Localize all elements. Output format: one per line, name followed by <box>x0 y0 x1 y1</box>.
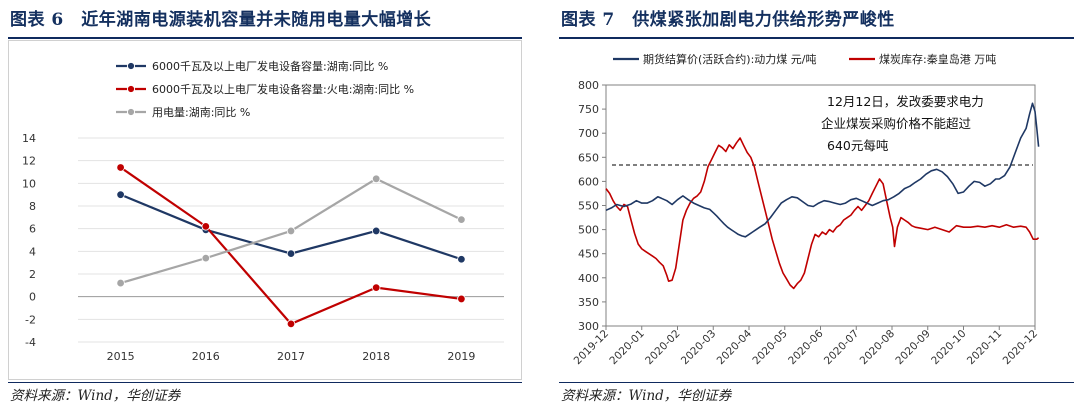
left-y-tick-label: -4 <box>25 336 36 349</box>
left-data-point <box>457 215 466 224</box>
left-line-chart: 6000千瓦及以上电厂发电设备容量:湖南:同比 % 6000千瓦及以上电厂发电设备… <box>8 40 522 380</box>
left-series-group <box>116 163 466 329</box>
right-series-line-1 <box>605 102 1040 238</box>
annotation-line-1: 12月12日，发改委要求电力 <box>827 94 984 109</box>
left-data-point <box>201 253 210 263</box>
right-legend-label-1: 期货结算价(活跃合约):动力煤 元/吨 <box>643 52 817 66</box>
left-x-tick-label: 2019 <box>447 350 475 363</box>
left-y-tick-label: -2 <box>25 313 36 326</box>
left-data-point <box>116 278 125 288</box>
right-y-tick-label: 700 <box>578 127 599 140</box>
left-data-point <box>372 283 381 292</box>
left-y-tick-label: 12 <box>22 155 36 168</box>
left-x-tick-label: 2016 <box>192 350 220 363</box>
left-data-point <box>116 163 125 172</box>
right-figure-title: 图表 7 供煤紧张加剧电力供给形势严峻性 <box>561 10 895 30</box>
left-chart-border <box>8 40 522 380</box>
right-y-tick-label: 800 <box>578 79 599 92</box>
left-data-point <box>286 319 296 329</box>
right-legend: 期货结算价(活跃合约):动力煤 元/吨 煤炭库存:秦皇岛港 万吨 <box>613 52 996 66</box>
left-data-point <box>286 226 296 236</box>
left-data-point <box>201 222 210 231</box>
legend-marker-3 <box>126 107 136 117</box>
right-x-tick-label: 2020-08 <box>858 328 898 368</box>
right-x-tick-label: 2020-05 <box>750 328 790 368</box>
right-source-rule <box>559 382 1074 383</box>
right-line-chart: 期货结算价(活跃合约):动力煤 元/吨 煤炭库存:秦皇岛港 万吨 800 750 70… <box>572 52 1041 368</box>
right-y-tick-label: 750 <box>578 103 599 116</box>
right-x-tick-label: 2020-11 <box>965 328 1005 368</box>
left-y-tick-label: 10 <box>22 177 36 190</box>
left-figure-title: 图表 6 近年湖南电源装机容量并未随用电量大幅增长 <box>10 10 432 30</box>
right-x-tick-label: 2020-09 <box>893 328 933 368</box>
left-y-tick-label: 4 <box>29 245 36 258</box>
right-x-tick-label: 2020-10 <box>929 328 969 368</box>
left-data-point <box>116 190 125 199</box>
left-data-point <box>457 255 466 264</box>
left-title-rule <box>8 37 522 39</box>
right-title-rule <box>559 37 1074 39</box>
right-y-tick-label: 550 <box>578 200 599 213</box>
legend-marker-1 <box>126 61 136 71</box>
legend-marker-2 <box>126 84 136 94</box>
annotation-line-3: 640元每吨 <box>827 138 889 153</box>
right-series-line-2 <box>605 137 1040 290</box>
right-x-tick-label: 2020-12 <box>1001 328 1041 368</box>
left-y-tick-label: 8 <box>29 200 36 213</box>
left-data-point <box>457 294 466 304</box>
right-y-tick-label: 650 <box>578 151 599 164</box>
left-data-point <box>372 226 381 236</box>
right-source-note: 资料来源：Wind，华创证券 <box>561 388 732 404</box>
right-x-tick-label: 2020-07 <box>822 328 862 368</box>
left-x-tick-label: 2015 <box>107 350 135 363</box>
left-y-tick-label: 14 <box>22 132 36 145</box>
left-legend: 6000千瓦及以上电厂发电设备容量:湖南:同比 % 6000千瓦及以上电厂发电设备… <box>116 59 414 119</box>
right-y-tick-label: 300 <box>578 320 599 333</box>
right-y-tick-label: 400 <box>578 272 599 285</box>
left-y-tick-label: 6 <box>29 223 36 236</box>
left-y-tick-label: 2 <box>29 268 36 281</box>
right-x-tick-label: 2020-04 <box>715 327 755 367</box>
annotation-line-2: 企业煤炭采购价格不能超过 <box>821 116 972 131</box>
legend-label-1: 6000千瓦及以上电厂发电设备容量:湖南:同比 % <box>152 59 388 73</box>
right-y-tick-label: 500 <box>578 224 599 237</box>
left-data-point <box>286 249 296 258</box>
left-source-note: 资料来源：Wind，华创证券 <box>10 388 181 404</box>
right-y-tick-label: 450 <box>578 248 599 261</box>
left-source-rule <box>8 382 522 383</box>
right-x-tick-label: 2020-01 <box>607 328 647 368</box>
legend-label-2: 6000千瓦及以上电厂发电设备容量:火电:湖南:同比 % <box>152 82 414 96</box>
left-figure-panel: 图表 6 近年湖南电源装机容量并未随用电量大幅增长 6000千瓦及以上电厂发电设… <box>0 0 528 413</box>
legend-label-3: 用电量:湖南:同比 % <box>152 106 250 119</box>
right-legend-label-2: 煤炭库存:秦皇岛港 万吨 <box>879 52 996 66</box>
right-x-tick-label: 2019-12 <box>572 328 612 368</box>
left-x-tick-label: 2017 <box>277 350 305 363</box>
right-x-tick-label: 2020-03 <box>679 328 719 368</box>
right-x-tick-label: 2020-06 <box>786 327 826 367</box>
left-data-point <box>372 174 381 183</box>
right-series-group <box>605 102 1040 290</box>
right-x-tick-label: 2020-02 <box>643 328 683 368</box>
right-y-tick-label: 350 <box>578 296 599 309</box>
left-x-tick-label: 2018 <box>362 350 390 363</box>
right-y-tick-label: 600 <box>578 175 599 188</box>
left-axes: 14 12 10 8 6 4 2 0 -2 -4 2015 2016 2017 2018 2019 <box>22 132 475 363</box>
right-figure-panel: 图表 7 供煤紧张加剧电力供给形势严峻性 期货结算价(活跃合约):动力煤 元/吨… <box>551 0 1080 413</box>
left-y-tick-label: 0 <box>29 291 36 304</box>
